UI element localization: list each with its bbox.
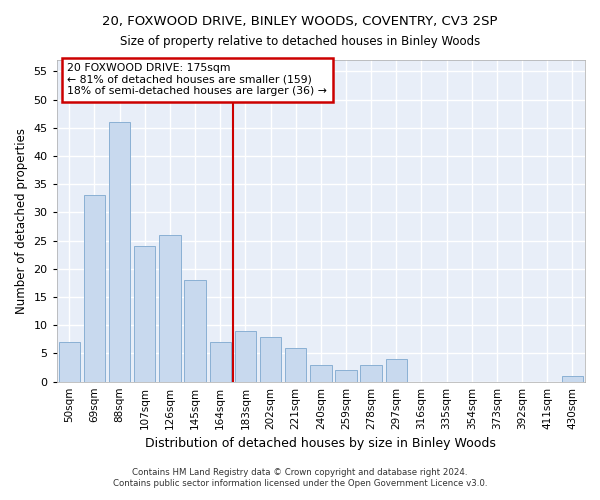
Y-axis label: Number of detached properties: Number of detached properties [15, 128, 28, 314]
Text: Size of property relative to detached houses in Binley Woods: Size of property relative to detached ho… [120, 35, 480, 48]
Bar [386, 359, 407, 382]
Bar [335, 370, 357, 382]
Bar [209, 342, 231, 382]
Bar [84, 196, 105, 382]
Bar [59, 342, 80, 382]
Bar [235, 331, 256, 382]
Bar [184, 280, 206, 382]
Text: 20, FOXWOOD DRIVE, BINLEY WOODS, COVENTRY, CV3 2SP: 20, FOXWOOD DRIVE, BINLEY WOODS, COVENTR… [102, 15, 498, 28]
Bar [134, 246, 155, 382]
Bar [310, 364, 332, 382]
Bar [260, 336, 281, 382]
Bar [159, 235, 181, 382]
X-axis label: Distribution of detached houses by size in Binley Woods: Distribution of detached houses by size … [145, 437, 496, 450]
Bar [361, 364, 382, 382]
Bar [285, 348, 307, 382]
Bar [109, 122, 130, 382]
Bar [562, 376, 583, 382]
Text: Contains HM Land Registry data © Crown copyright and database right 2024.
Contai: Contains HM Land Registry data © Crown c… [113, 468, 487, 487]
Text: 20 FOXWOOD DRIVE: 175sqm
← 81% of detached houses are smaller (159)
18% of semi-: 20 FOXWOOD DRIVE: 175sqm ← 81% of detach… [67, 63, 327, 96]
